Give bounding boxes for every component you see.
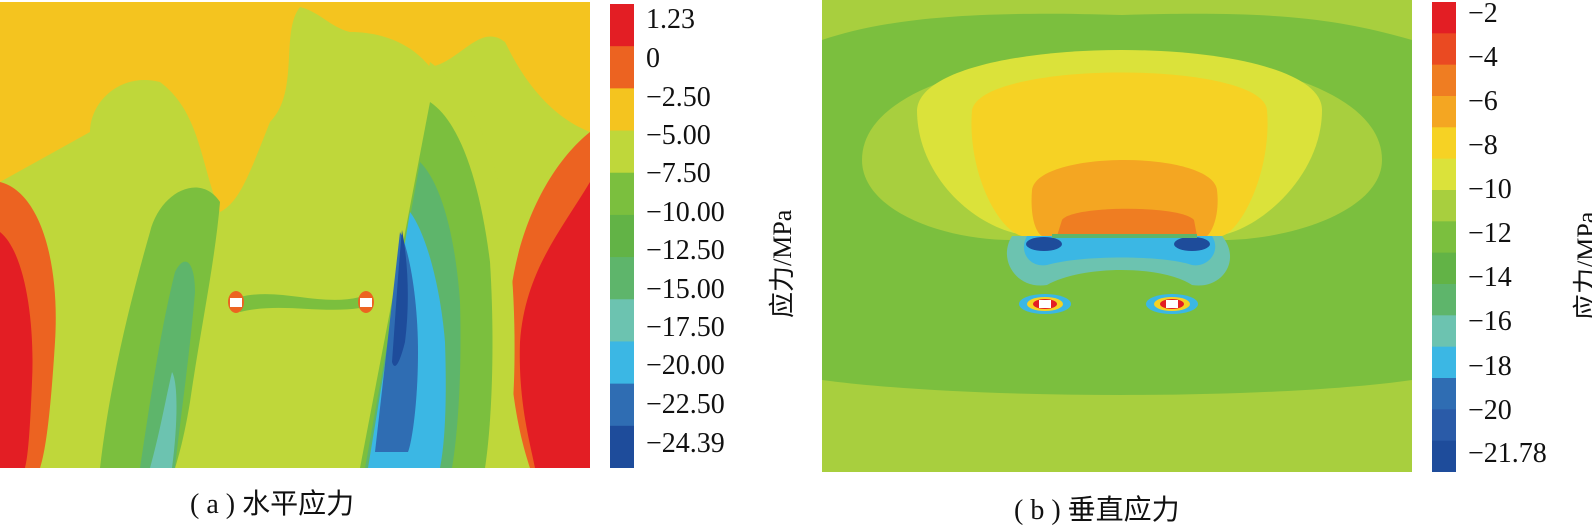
colorbar-swatch	[610, 214, 634, 258]
colorbar-swatch	[1432, 127, 1456, 160]
colorbar-a-tick: 1.23	[646, 4, 695, 35]
colorbar-swatch	[610, 299, 634, 343]
colorbar-swatch	[1432, 33, 1456, 66]
colorbar-b-tick: −4	[1468, 42, 1498, 73]
horizontal-stress-contour	[0, 2, 590, 468]
caption-b: ( b ) 垂直应力	[1014, 495, 1180, 526]
colorbar-swatch	[1432, 315, 1456, 348]
contour-red-left	[0, 232, 33, 468]
colorbar-swatch	[610, 341, 634, 385]
colorbar-a-tick: −24.39	[646, 428, 725, 459]
vertical-stress-plot	[822, 0, 1412, 472]
colorbar-swatch	[610, 425, 634, 468]
coal-seam	[1052, 234, 1197, 238]
colorbar-swatch	[1432, 158, 1456, 191]
colorbar-a-tick: −12.50	[646, 235, 725, 266]
colorbar-b-tick: −20	[1468, 395, 1512, 426]
colorbar-b-tick: −21.78	[1468, 438, 1547, 469]
colorbar-swatch	[1432, 252, 1456, 285]
tunnel-left	[1039, 300, 1051, 308]
contour-blue-under	[1023, 236, 1216, 266]
colorbar-swatch	[1432, 440, 1456, 472]
colorbar-a-tick: −10.00	[646, 197, 725, 228]
colorbar-swatch	[610, 383, 634, 427]
colorbar-swatch	[1432, 190, 1456, 222]
contour-light-top	[822, 0, 1412, 40]
colorbar-a-tick: −7.50	[646, 158, 711, 189]
colorbar-a-tick: −17.50	[646, 312, 725, 343]
colorbar-swatch	[610, 46, 634, 89]
vertical-stress-contour	[822, 0, 1412, 472]
tunnel-left	[230, 298, 242, 307]
contour-light-bottom	[822, 380, 1412, 472]
colorbar-swatch	[1432, 409, 1456, 442]
colorbar-swatch	[610, 257, 634, 300]
tunnel-right	[360, 298, 372, 307]
colorbar-a-tick: −5.00	[646, 120, 711, 151]
colorbar-b-tick: −2	[1468, 0, 1498, 29]
colorbar-a-tick: −22.50	[646, 389, 725, 420]
contour-green2-left	[140, 261, 195, 468]
colorbar-swatch	[1432, 2, 1456, 34]
colorbar-b-tick: −18	[1468, 351, 1512, 382]
colorbar-swatch	[1432, 284, 1456, 316]
colorbar-a-tick: −15.00	[646, 274, 725, 305]
contour-navy-left	[1026, 237, 1062, 251]
contour-roadway	[240, 294, 360, 312]
horizontal-stress-plot	[0, 2, 590, 468]
tunnel-right	[1166, 300, 1178, 308]
colorbar-a-tick: 0	[646, 43, 660, 74]
contour-green-left	[100, 187, 220, 468]
colorbar-b-label: 应力/MPa	[1572, 211, 1592, 320]
colorbar-vertical-swatches	[1432, 2, 1456, 472]
colorbar-swatch	[610, 172, 634, 216]
colorbar-swatch	[610, 130, 634, 174]
colorbar-b-tick: −10	[1468, 174, 1512, 205]
contour-navy-right	[1174, 237, 1210, 251]
colorbar-b-tick: −8	[1468, 130, 1498, 161]
contour-band-5	[1057, 208, 1197, 236]
colorbar-swatch	[1432, 221, 1456, 254]
colorbar-horizontal	[610, 4, 634, 468]
colorbar-a-tick: −2.50	[646, 82, 711, 113]
contour-navy-fault	[392, 230, 408, 366]
colorbar-swatch	[610, 4, 634, 47]
colorbar-swatch	[1432, 378, 1456, 410]
colorbar-b-tick: −12	[1468, 218, 1512, 249]
colorbar-b-tick: −16	[1468, 306, 1512, 337]
colorbar-swatch	[1432, 346, 1456, 379]
colorbar-a-tick: −20.00	[646, 350, 725, 381]
caption-a: ( a ) 水平应力	[190, 489, 355, 520]
contour-yellow-top	[0, 2, 590, 212]
colorbar-vertical	[1432, 2, 1456, 472]
colorbar-swatch	[1432, 64, 1456, 97]
colorbar-b-tick: −14	[1468, 262, 1512, 293]
contour-cyan-left	[150, 372, 177, 468]
colorbar-swatch	[610, 88, 634, 132]
contour-red-right	[519, 182, 590, 468]
colorbar-a-label: 应力/MPa	[768, 209, 797, 318]
colorbar-swatch	[1432, 96, 1456, 128]
colorbar-horizontal-swatches	[610, 4, 634, 468]
colorbar-b-tick: −6	[1468, 86, 1498, 117]
